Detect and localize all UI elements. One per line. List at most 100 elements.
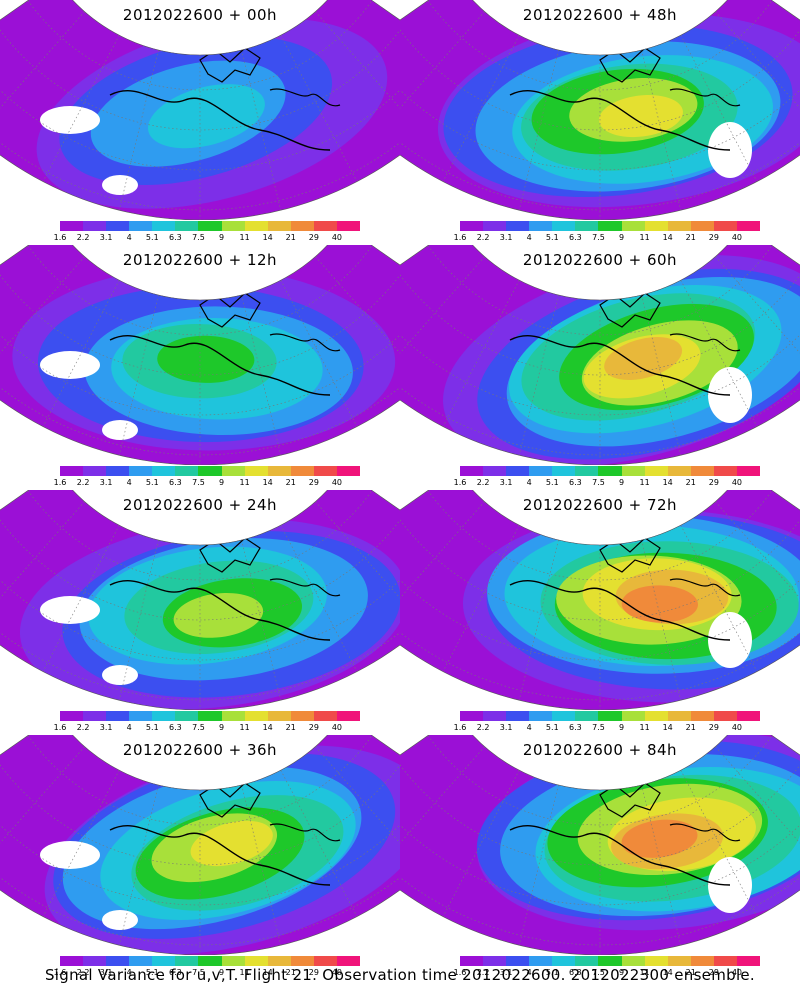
colorbar-swatch bbox=[644, 956, 668, 966]
panel-title: 2012022600 + 48h bbox=[522, 6, 678, 24]
colorbar-swatch bbox=[552, 466, 576, 476]
colorbar-label: 7.5 bbox=[192, 233, 205, 242]
colorbar-label: 11 bbox=[239, 478, 250, 487]
colorbar-label: 40 bbox=[731, 723, 743, 732]
colorbar-label: 21 bbox=[285, 478, 296, 487]
colorbar-swatch bbox=[552, 221, 576, 231]
colorbar: 1.6 2.2 3.1 4 5.1 6.3 7.5 9 11 14 21 29 40 bbox=[454, 711, 761, 735]
colorbar-swatch bbox=[529, 221, 553, 231]
colorbar-swatch bbox=[667, 711, 691, 721]
colorbar-swatch bbox=[336, 466, 361, 476]
colorbar-label: 1.6 bbox=[453, 968, 467, 977]
colorbar-label: 11 bbox=[639, 723, 650, 732]
colorbar-swatch bbox=[152, 711, 176, 721]
colorbar-label: 1.6 bbox=[53, 968, 67, 977]
colorbar-swatch bbox=[313, 466, 337, 476]
colorbar-swatch bbox=[736, 221, 761, 231]
colorbar-swatch bbox=[552, 711, 576, 721]
panel-title: 2012022600 + 24h bbox=[122, 496, 278, 514]
colorbar-label: 9 bbox=[618, 233, 625, 242]
variance-map bbox=[0, 245, 400, 465]
colorbar-label: 11 bbox=[239, 968, 250, 977]
colorbar-swatch bbox=[244, 221, 268, 231]
colorbar-swatch bbox=[129, 221, 153, 231]
colorbar-swatch bbox=[575, 956, 599, 966]
colorbar-swatch bbox=[575, 221, 599, 231]
colorbar-label: 4 bbox=[526, 968, 532, 977]
colorbar-label: 21 bbox=[685, 478, 696, 487]
colorbar-label: 1.6 bbox=[53, 478, 67, 487]
colorbar-swatch bbox=[60, 466, 84, 476]
colorbar-swatch bbox=[644, 711, 668, 721]
panel-title: 2012022600 + 84h bbox=[522, 741, 678, 759]
colorbar-label: 6.3 bbox=[569, 968, 582, 977]
colorbar-swatch bbox=[621, 221, 645, 231]
colorbar-swatch bbox=[221, 221, 245, 231]
colorbar-swatch bbox=[336, 711, 361, 721]
colorbar-label: 4 bbox=[526, 233, 532, 242]
colorbar-swatch bbox=[175, 711, 199, 721]
colorbar-label: 11 bbox=[639, 968, 650, 977]
colorbar-label: 11 bbox=[239, 723, 250, 732]
colorbar-swatch bbox=[644, 466, 668, 476]
colorbar-swatch bbox=[244, 466, 268, 476]
colorbar-swatch bbox=[690, 956, 714, 966]
colorbar-swatch bbox=[267, 466, 291, 476]
colorbar-label: 21 bbox=[685, 233, 696, 242]
colorbar-label: 7.5 bbox=[592, 233, 605, 242]
colorbar-swatch bbox=[313, 711, 337, 721]
colorbar-swatch bbox=[690, 466, 714, 476]
colorbar-swatch bbox=[290, 221, 314, 231]
colorbar-swatch bbox=[83, 956, 107, 966]
colorbar-label: 3.1 bbox=[99, 478, 113, 487]
colorbar-swatch bbox=[529, 711, 553, 721]
colorbar-label: 1.6 bbox=[453, 233, 467, 242]
colorbar-label: 21 bbox=[285, 723, 296, 732]
colorbar-label: 6.3 bbox=[169, 968, 182, 977]
colorbar-label: 2.2 bbox=[476, 233, 490, 242]
colorbar-swatch bbox=[736, 711, 761, 721]
colorbar-label: 5.1 bbox=[145, 478, 159, 487]
colorbar-swatch bbox=[129, 711, 153, 721]
colorbar-label: 14 bbox=[262, 723, 273, 732]
colorbar-label: 7.5 bbox=[192, 968, 205, 977]
colorbar-swatch bbox=[198, 956, 222, 966]
colorbar-label: 9 bbox=[618, 478, 625, 487]
colorbar-swatch bbox=[644, 221, 668, 231]
colorbar-swatch bbox=[598, 221, 622, 231]
colorbar-label: 3.1 bbox=[99, 968, 113, 977]
colorbar-swatch bbox=[152, 466, 176, 476]
colorbar-label: 40 bbox=[731, 233, 743, 242]
colorbar-swatch bbox=[60, 956, 84, 966]
colorbar-label: 4 bbox=[526, 723, 532, 732]
colorbar-label: 1.6 bbox=[453, 478, 467, 487]
panel-title: 2012022600 + 60h bbox=[522, 251, 678, 269]
colorbar: 1.6 2.2 3.1 4 5.1 6.3 7.5 9 11 14 21 29 40 bbox=[54, 221, 361, 245]
colorbar-swatch bbox=[290, 466, 314, 476]
colorbar-swatch bbox=[575, 711, 599, 721]
colorbar: 1.6 2.2 3.1 4 5.1 6.3 7.5 9 11 14 21 29 40 bbox=[454, 466, 761, 490]
colorbar-label: 29 bbox=[308, 233, 319, 242]
colorbar-swatch bbox=[60, 221, 84, 231]
colorbar-label: 40 bbox=[331, 478, 343, 487]
variance-map bbox=[400, 245, 800, 465]
colorbar-label: 3.1 bbox=[499, 968, 513, 977]
colorbar-label: 2.2 bbox=[76, 478, 90, 487]
map-panel: 2012022600 + 24h 1.6 2.2 3.1 4 5.1 6.3 7.5 9 11 14… bbox=[0, 490, 400, 735]
colorbar-label: 9 bbox=[218, 723, 225, 732]
colorbar-swatch bbox=[736, 466, 761, 476]
colorbar-swatch bbox=[460, 221, 484, 231]
colorbar-swatch bbox=[690, 711, 714, 721]
colorbar-label: 40 bbox=[331, 233, 343, 242]
colorbar-swatch bbox=[483, 466, 507, 476]
colorbar-swatch bbox=[244, 956, 268, 966]
figure-caption: Signal Variance for u,v,T. Flight 21. Ob… bbox=[44, 966, 756, 984]
panel-title: 2012022600 + 36h bbox=[122, 741, 278, 759]
colorbar-label: 40 bbox=[731, 478, 743, 487]
colorbar-swatch bbox=[483, 711, 507, 721]
colorbar-swatch bbox=[198, 466, 222, 476]
colorbar-swatch bbox=[460, 466, 484, 476]
colorbar-swatch bbox=[83, 711, 107, 721]
panel-title: 2012022600 + 12h bbox=[122, 251, 278, 269]
colorbar-label: 5.1 bbox=[545, 723, 559, 732]
